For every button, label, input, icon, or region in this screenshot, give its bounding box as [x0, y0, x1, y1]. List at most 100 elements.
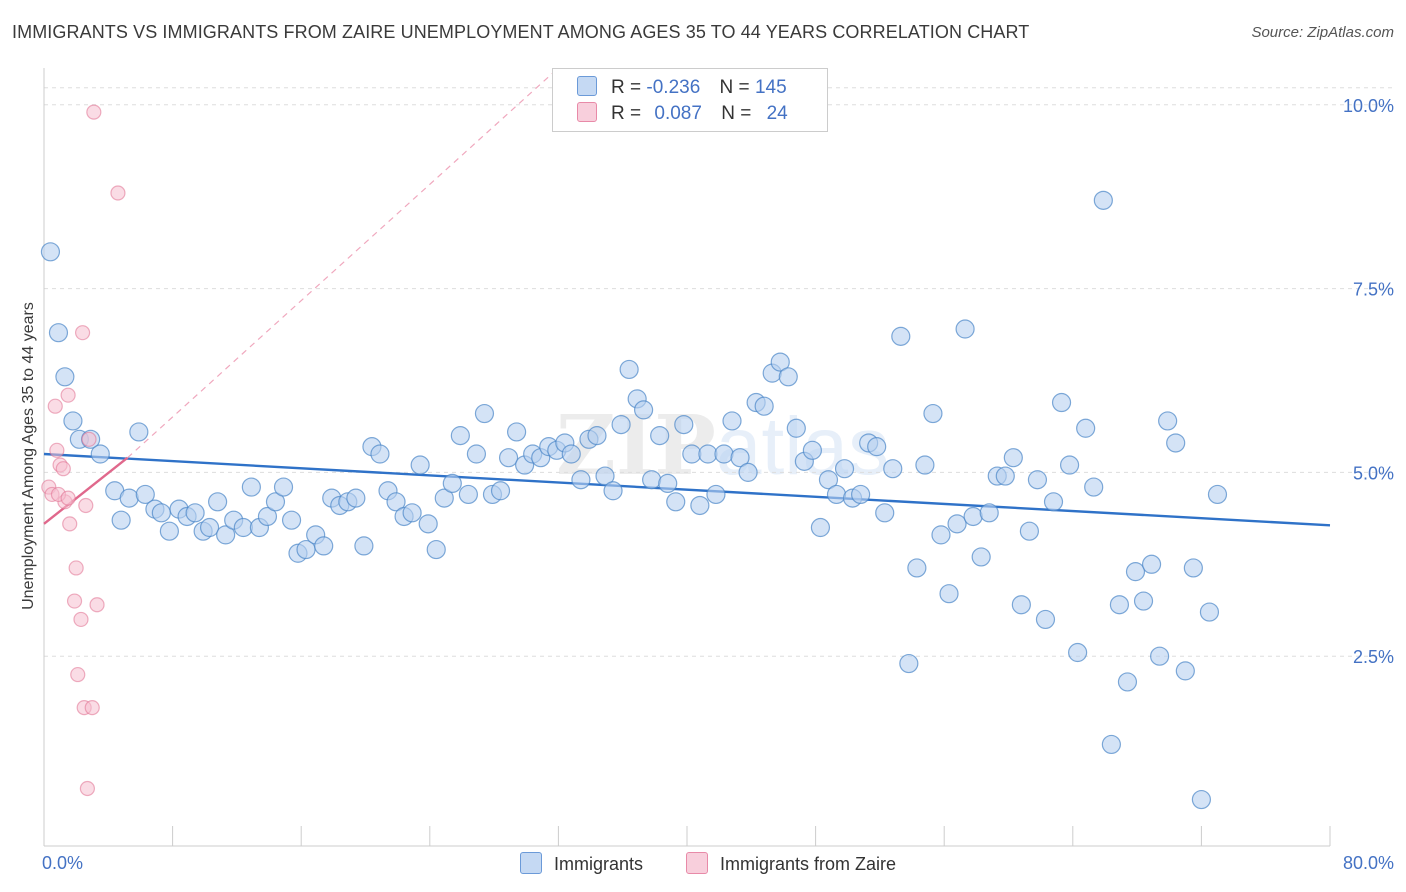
correlation-legend: R = -0.236 N = 145 R = 0.087 N = 24: [552, 68, 828, 132]
y-tick-label: 10.0%: [1343, 96, 1394, 116]
legend-r-value: -0.236: [646, 77, 701, 98]
immigrants-point: [698, 444, 718, 464]
immigrants-point: [90, 444, 110, 464]
immigrants-point: [1183, 558, 1203, 578]
immigrants-point: [786, 418, 806, 438]
immigrants-point: [1125, 562, 1146, 582]
legend-n-label: N =: [719, 77, 750, 98]
immigrants-point: [129, 422, 149, 442]
immigrants-point: [851, 484, 871, 505]
immigrants-point: [1191, 789, 1212, 810]
immigrants-point: [1158, 411, 1178, 431]
immigrants-point: [434, 488, 454, 508]
y-tick-label: 7.5%: [1353, 280, 1394, 300]
zaire-point: [86, 104, 102, 120]
immigrants-point: [1076, 418, 1096, 438]
immigrants-point: [119, 488, 139, 508]
immigrants-point: [257, 506, 278, 527]
immigrants-point: [281, 510, 302, 530]
zaire-trend-extension: [127, 67, 559, 459]
y-tick-label: 5.0%: [1353, 463, 1394, 483]
immigrants-point: [778, 367, 798, 387]
immigrants-point: [810, 517, 831, 538]
immigrants-point: [595, 466, 615, 486]
legend-r-label: R =: [611, 103, 642, 124]
immigrants-point: [603, 481, 623, 501]
series-legend-zaire: Immigrants from Zaire: [686, 852, 896, 875]
legend-row-zaire: R = 0.087 N = 24: [577, 102, 788, 126]
immigrants-point: [265, 492, 286, 512]
zaire-point: [49, 442, 65, 458]
axes: [43, 68, 1331, 847]
immigrants-point: [48, 323, 69, 343]
series-legend: Immigrants Immigrants from Zaire: [0, 852, 1406, 878]
immigrants-point: [111, 510, 131, 530]
zaire-trend-line: [43, 456, 129, 525]
immigrants-point: [963, 506, 983, 527]
immigrants-point: [1084, 477, 1104, 497]
immigrants-point: [666, 492, 686, 512]
immigrants-point: [458, 484, 478, 505]
immigrants-point: [754, 396, 774, 416]
zaire-point: [60, 387, 76, 403]
immigrants-point: [159, 521, 179, 541]
immigrants-point: [690, 495, 710, 516]
legend-r-value: 0.087: [654, 103, 702, 124]
immigrants-point: [450, 426, 470, 446]
immigrants-point: [867, 437, 887, 457]
x-tick-label: 0.0%: [42, 853, 83, 873]
zaire-point: [55, 461, 71, 477]
immigrants-point: [714, 444, 734, 464]
immigrants-point: [561, 444, 581, 464]
immigrants-point: [151, 503, 171, 523]
immigrants-point: [185, 503, 205, 523]
x-tick-label: 80.0%: [1343, 853, 1394, 873]
immigrants-point: [834, 459, 855, 479]
zaire-point: [62, 516, 78, 532]
series-swatch-zaire: [686, 852, 708, 874]
zaire-point: [73, 611, 89, 628]
immigrants-point: [490, 481, 511, 501]
zaire-point: [68, 560, 84, 576]
immigrants-point: [1150, 646, 1170, 666]
data-points: [40, 104, 1228, 810]
immigrants-point: [633, 400, 654, 420]
immigrants-point: [1117, 672, 1138, 692]
immigrants-point: [682, 444, 702, 464]
immigrants-point: [674, 414, 694, 435]
immigrants-point: [442, 473, 462, 494]
immigrants-point: [571, 470, 591, 490]
immigrants-point: [1199, 602, 1220, 622]
immigrants-point: [1059, 455, 1080, 475]
immigrants-point: [410, 455, 430, 475]
series-label-immigrants: Immigrants: [554, 854, 644, 874]
immigrants-point: [738, 462, 758, 482]
immigrants-point: [1166, 433, 1186, 453]
legend-n-value: 145: [754, 77, 787, 98]
immigrants-point: [706, 484, 726, 505]
legend-n-label: N =: [721, 103, 752, 124]
series-swatch-immigrants: [520, 852, 542, 874]
immigrants-point: [402, 503, 422, 523]
zaire-point: [84, 700, 100, 716]
zaire-point: [110, 185, 126, 201]
immigrants-point: [947, 514, 967, 534]
immigrants-point: [1003, 448, 1023, 468]
immigrants-point: [826, 484, 847, 505]
chart-title: IMMIGRANTS VS IMMIGRANTS FROM ZAIRE UNEM…: [12, 22, 1030, 42]
immigrants-point: [658, 473, 678, 494]
immigrants-point: [923, 403, 943, 424]
immigrants-point: [931, 525, 951, 545]
immigrants-point: [1101, 734, 1121, 755]
immigrants-point: [770, 352, 790, 372]
series-legend-immigrants: Immigrants: [520, 852, 643, 875]
immigrants-point: [233, 517, 253, 538]
immigrants-trend-line: [43, 452, 1331, 527]
zaire-point: [78, 497, 94, 514]
zaire-point: [79, 780, 96, 797]
immigrants-point: [802, 440, 822, 460]
immigrants-point: [875, 503, 895, 523]
immigrants-point: [418, 514, 438, 534]
zaire-point: [47, 398, 63, 414]
immigrants-point: [1207, 484, 1228, 505]
